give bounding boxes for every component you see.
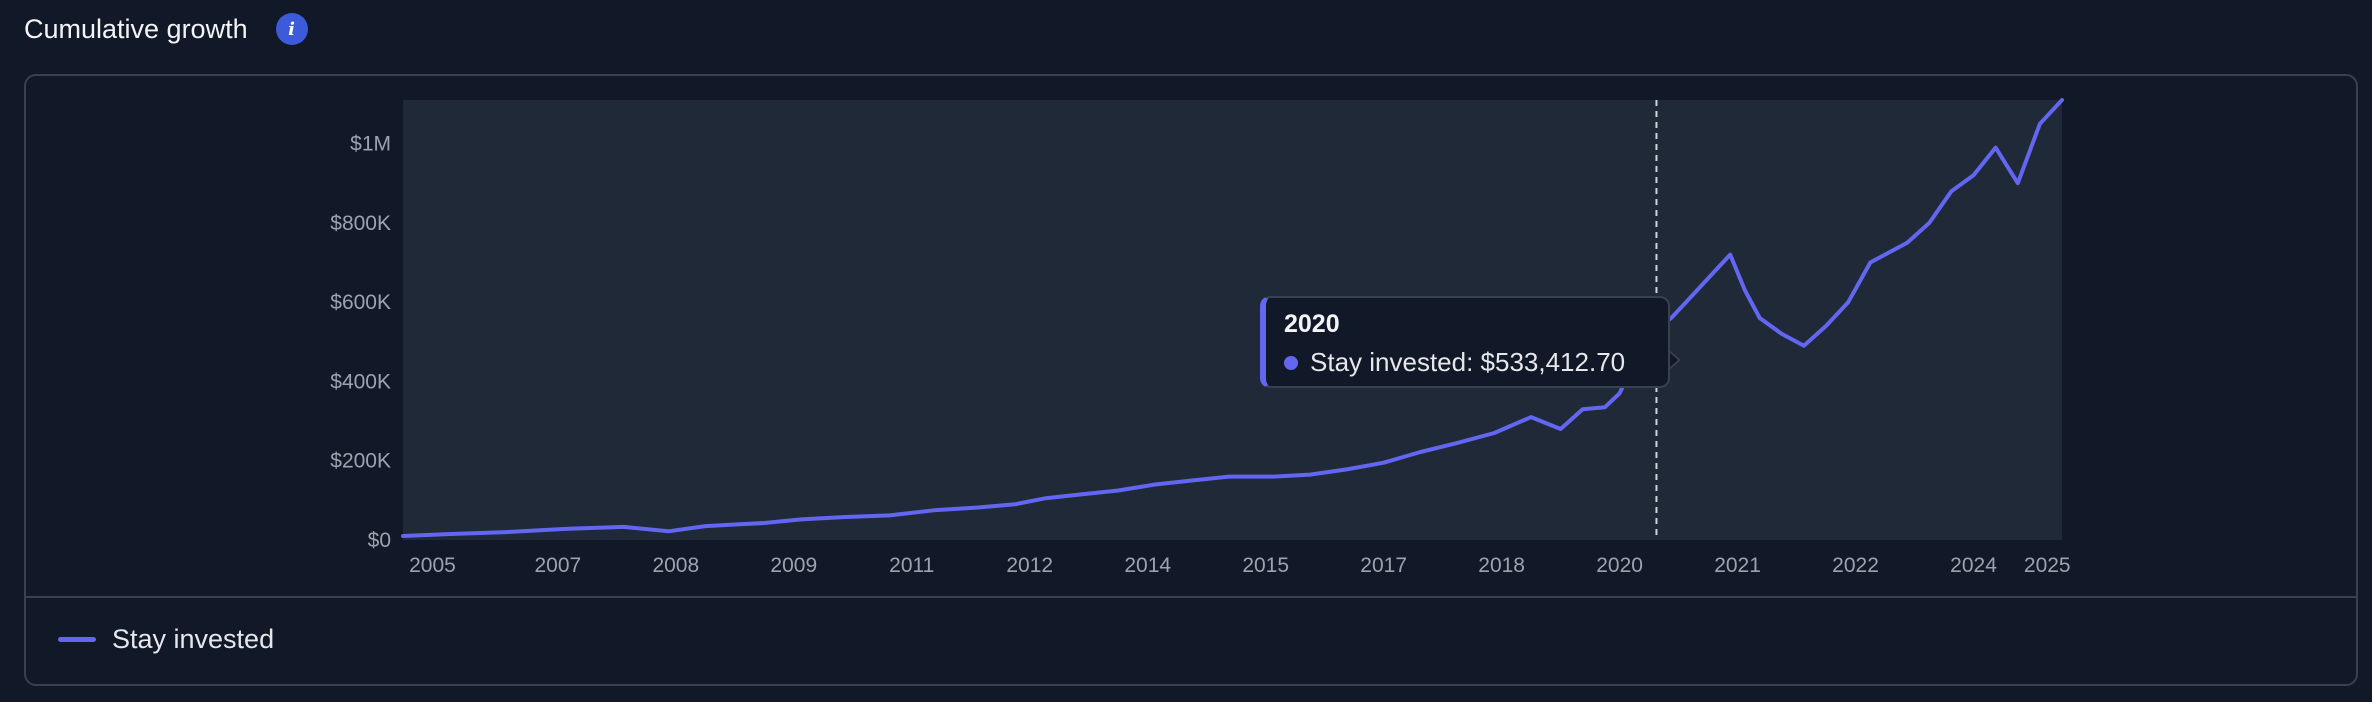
legend-label: Stay invested xyxy=(112,624,275,654)
y-tick-label: $0 xyxy=(368,529,391,552)
y-tick-label: $400K xyxy=(330,370,391,393)
x-tick-label: 2021 xyxy=(1714,554,1761,577)
series-line-stay-invested xyxy=(401,98,2064,538)
x-tick-label: 2005 xyxy=(409,554,456,577)
y-tick-label: $600K xyxy=(330,291,391,314)
chart-header: Cumulative growth i xyxy=(24,8,308,50)
y-tick-label: $1M xyxy=(350,133,391,156)
plot-area xyxy=(403,100,2062,540)
x-tick-label: 2017 xyxy=(1360,554,1407,577)
chart-tooltip: 2020 Stay invested: $533,412.70 xyxy=(1260,296,1670,388)
chart-card: $0 $200K $400K $600K $800K $1M 2005 2007 2008 200… xyxy=(24,74,2358,686)
x-tick-label: 2018 xyxy=(1478,554,1525,577)
legend-item-stay-invested[interactable]: Stay invested xyxy=(58,624,274,655)
x-tick-label: 2014 xyxy=(1124,554,1171,577)
section-title: Cumulative growth xyxy=(24,13,248,44)
tooltip-row: Stay invested: $533,412.70 xyxy=(1284,347,1650,378)
x-tick-label: 2024 xyxy=(1950,554,1997,577)
x-tick-label: 2012 xyxy=(1006,554,1053,577)
x-tick-label: 2020 xyxy=(1596,554,1643,577)
x-tick-label: 2009 xyxy=(770,554,817,577)
y-tick-label: $800K xyxy=(330,212,391,235)
tooltip-year: 2020 xyxy=(1284,310,1340,338)
x-tick-label: 2007 xyxy=(534,554,581,577)
x-tick-label: 2025 xyxy=(2024,554,2071,577)
legend-divider xyxy=(26,596,2356,598)
x-tick-label: 2008 xyxy=(652,554,699,577)
info-icon[interactable]: i xyxy=(275,13,308,45)
tooltip-series-dot xyxy=(1284,355,1298,370)
legend-line-swatch xyxy=(58,637,96,642)
tooltip-value: Stay invested: $533,412.70 xyxy=(1310,347,1626,377)
cumulative-growth-chart[interactable]: $0 $200K $400K $600K $800K $1M 2005 2007 2008 200… xyxy=(26,76,2356,596)
x-tick-label: 2022 xyxy=(1832,554,1879,577)
y-tick-label: $200K xyxy=(330,450,391,473)
tooltip-arrow xyxy=(1669,352,1678,368)
x-tick-label: 2011 xyxy=(889,554,934,577)
x-tick-label: 2015 xyxy=(1242,554,1289,577)
